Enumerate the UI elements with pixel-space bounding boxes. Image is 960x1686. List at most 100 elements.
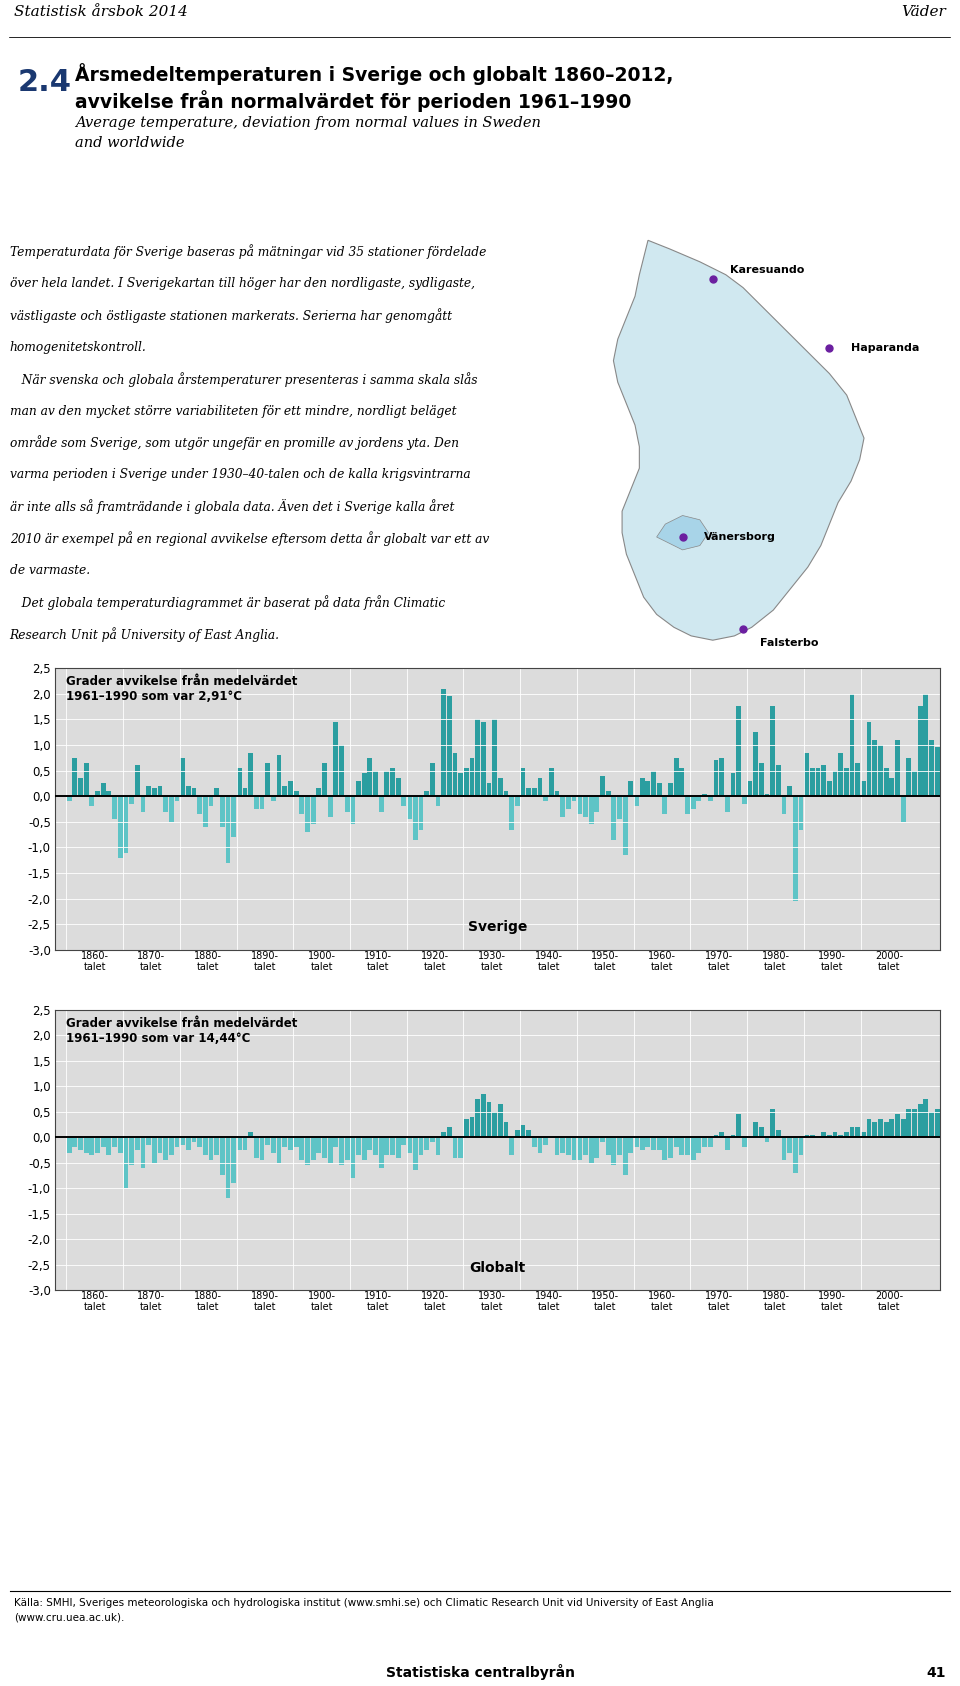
Bar (78, 779, 83, 796)
Bar (452, 752, 457, 796)
Bar (680, 1138, 684, 1155)
Bar (742, 1138, 747, 1148)
Bar (918, 1104, 923, 1138)
Bar (504, 1121, 509, 1138)
Bar (571, 796, 577, 801)
Bar (401, 796, 406, 806)
Text: homogenitetskontroll.: homogenitetskontroll. (10, 341, 146, 354)
Bar (163, 796, 168, 811)
Bar (67, 796, 72, 801)
Bar (294, 791, 299, 796)
Bar (713, 760, 718, 796)
Bar (362, 1138, 367, 1160)
Bar (844, 1133, 849, 1138)
Text: över hela landet. I Sverigekartan till höger har den nordligaste, sydligaste,: över hela landet. I Sverigekartan till h… (10, 277, 474, 290)
Bar (951, 715, 956, 796)
Bar (259, 796, 264, 809)
Bar (702, 794, 707, 796)
Bar (600, 776, 605, 796)
Bar (339, 1138, 344, 1165)
Text: 1930-
talet: 1930- talet (478, 951, 506, 973)
Bar (555, 1138, 560, 1155)
Bar (685, 796, 690, 814)
Bar (95, 791, 100, 796)
Bar (413, 796, 418, 840)
Bar (192, 789, 197, 796)
Bar (226, 796, 230, 863)
Bar (356, 781, 361, 796)
Bar (101, 1138, 106, 1148)
Bar (124, 796, 129, 853)
Text: 1880-
talet: 1880- talet (194, 1291, 222, 1312)
Bar (731, 774, 735, 796)
Bar (759, 762, 764, 796)
Text: Haparanda: Haparanda (851, 342, 920, 352)
Bar (396, 1138, 400, 1158)
Bar (691, 796, 696, 809)
Bar (577, 1138, 582, 1160)
Text: Statistiska centralbyrån: Statistiska centralbyrån (386, 1664, 574, 1679)
Bar (140, 796, 145, 811)
Bar (390, 1138, 395, 1155)
Bar (884, 769, 889, 796)
Bar (368, 757, 372, 796)
Bar (327, 1138, 332, 1163)
Bar (362, 774, 367, 796)
Bar (691, 1138, 696, 1160)
Text: 1940-
talet: 1940- talet (535, 1291, 563, 1312)
Bar (929, 1111, 934, 1138)
Bar (657, 784, 661, 796)
Text: 1870-
talet: 1870- talet (137, 1291, 165, 1312)
Bar (822, 1133, 827, 1138)
Text: avvikelse från normalvärdet för perioden 1961–1990: avvikelse från normalvärdet för perioden… (75, 89, 632, 111)
Text: Temperaturdata för Sverige baseras på mätningar vid 35 stationer fördelade: Temperaturdata för Sverige baseras på mä… (10, 244, 486, 260)
Bar (764, 794, 769, 796)
Text: 1970-
talet: 1970- talet (705, 951, 732, 973)
Bar (373, 771, 378, 796)
Bar (419, 796, 423, 830)
Bar (339, 745, 344, 796)
Text: Årsmedeltemperaturen i Sverige och globalt 1860–2012,: Årsmedeltemperaturen i Sverige och globa… (75, 62, 673, 84)
Bar (538, 779, 542, 796)
Bar (464, 769, 468, 796)
Bar (446, 696, 452, 796)
Text: Källa: SMHI, Sveriges meteorologiska och hydrologiska institut (www.smhi.se) och: Källa: SMHI, Sveriges meteorologiska och… (14, 1598, 713, 1608)
Bar (107, 1138, 111, 1155)
Bar (827, 1135, 831, 1138)
Bar (186, 786, 191, 796)
Bar (617, 1138, 622, 1155)
Bar (668, 784, 673, 796)
Bar (265, 1138, 270, 1145)
Bar (549, 769, 554, 796)
Bar (612, 1138, 616, 1165)
Bar (594, 796, 599, 811)
Bar (634, 796, 639, 806)
Bar (288, 781, 293, 796)
Bar (532, 789, 537, 796)
Bar (130, 1138, 134, 1165)
Bar (526, 1130, 531, 1138)
Bar (276, 755, 281, 796)
Bar (192, 1138, 197, 1143)
Bar (674, 1138, 679, 1148)
Bar (708, 1138, 712, 1148)
Text: de varmaste.: de varmaste. (10, 563, 89, 577)
Bar (356, 1138, 361, 1155)
Bar (186, 1138, 191, 1150)
Bar (208, 796, 213, 806)
Bar (294, 1138, 299, 1148)
Bar (538, 1138, 542, 1153)
Bar (526, 789, 531, 796)
Bar (770, 706, 775, 796)
Bar (84, 762, 88, 796)
Text: Väder: Väder (901, 5, 946, 19)
Bar (475, 1099, 480, 1138)
Bar (487, 784, 492, 796)
Bar (781, 796, 786, 814)
Bar (345, 1138, 349, 1160)
Text: and worldwide: and worldwide (75, 137, 184, 150)
Bar (787, 786, 792, 796)
Bar (442, 1133, 446, 1138)
Text: Vänersborg: Vänersborg (705, 533, 776, 541)
Bar (350, 796, 355, 824)
